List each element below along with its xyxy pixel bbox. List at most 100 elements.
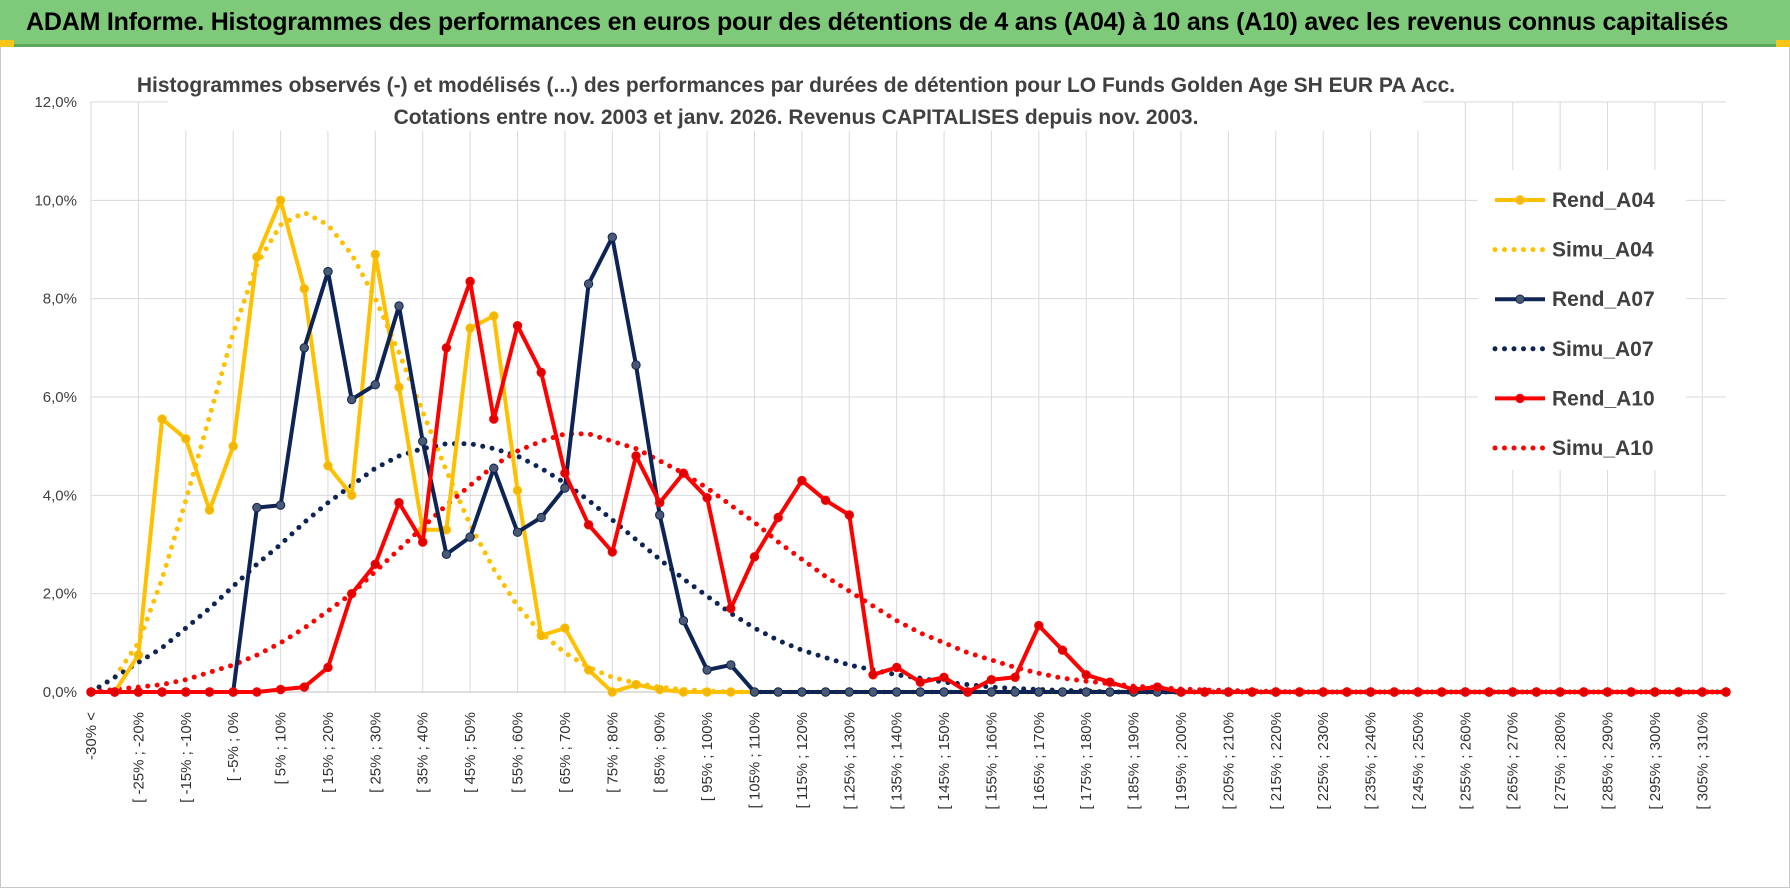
data-point-rend_a10	[678, 468, 689, 478]
data-point-rend_a10	[1389, 687, 1400, 697]
data-point-rend_a04	[252, 252, 262, 262]
data-point-rend_a07	[418, 436, 428, 446]
data-point-rend_a10	[986, 675, 997, 685]
data-point-rend_a04	[655, 684, 665, 695]
data-point-rend_a10	[1342, 687, 1352, 697]
data-point-rend_a10	[347, 589, 357, 599]
y-tick-label: 6,0%	[43, 389, 77, 406]
x-tick-label: [ 295% ; 300%	[1647, 712, 1664, 810]
data-point-rend_a10	[1152, 682, 1163, 692]
data-point-rend_a10	[1413, 687, 1423, 697]
data-point-rend_a07	[347, 394, 357, 405]
data-point-rend_a07	[820, 687, 831, 697]
data-point-rend_a07	[773, 687, 783, 697]
x-tick-label: [ 125% ; 130%	[841, 712, 858, 810]
data-point-rend_a07	[844, 687, 854, 697]
data-point-rend_a10	[394, 498, 404, 508]
data-point-rend_a04	[394, 382, 404, 392]
chart-series	[86, 195, 1731, 697]
x-tick-label: [ 75% ; 80%	[604, 712, 621, 793]
x-tick-label: [ 215% ; 220%	[1268, 712, 1285, 810]
data-point-rend_a07	[749, 687, 760, 697]
x-tick-label: [ -25% ; -20%	[130, 712, 147, 803]
y-tick-label: 0,0%	[43, 684, 77, 701]
data-point-rend_a10	[1721, 687, 1731, 697]
x-tick-label: [ 25% ; 30%	[367, 712, 384, 793]
legend-backdrop	[1478, 170, 1686, 470]
data-point-rend_a10	[820, 495, 831, 505]
chart-subtitle: Cotations entre nov. 2003 et janv. 2026.…	[394, 106, 1199, 129]
data-point-rend_a07	[1105, 687, 1115, 697]
data-point-rend_a07	[868, 687, 878, 697]
legend-label-simu_a10: Simu_A10	[1552, 437, 1654, 460]
data-point-rend_a10	[797, 475, 807, 486]
x-tick-label: [ 95% ; 100%	[699, 712, 716, 801]
data-point-rend_a10	[370, 559, 380, 569]
data-point-rend_a10	[1271, 687, 1281, 697]
data-point-rend_a04	[678, 687, 689, 697]
data-point-rend_a04	[275, 195, 286, 206]
data-point-rend_a07	[726, 660, 736, 670]
data-point-rend_a04	[465, 323, 475, 333]
y-axis-ticks: 0,0% 2,0% 4,0% 6,0% 8,0% 10,0% 12,0%	[34, 94, 77, 701]
banner-corner-right	[1776, 40, 1790, 47]
data-point-rend_a10	[1437, 687, 1447, 697]
data-point-rend_a10	[228, 687, 238, 697]
data-point-rend_a10	[1508, 687, 1518, 697]
x-tick-label: [ 35% ; 40%	[415, 712, 432, 793]
x-tick-label: [ 165% ; 170%	[1031, 712, 1048, 810]
data-point-rend_a10	[1579, 687, 1589, 697]
data-point-rend_a10	[1531, 687, 1542, 697]
data-point-rend_a10	[204, 687, 215, 697]
data-point-rend_a10	[1602, 687, 1613, 697]
data-point-rend_a10	[418, 537, 428, 547]
data-point-rend_a10	[157, 687, 167, 697]
data-point-rend_a07	[512, 527, 523, 537]
y-tick-label: 2,0%	[43, 586, 77, 603]
x-tick-label: [ 275% ; 280%	[1552, 712, 1569, 810]
data-point-rend_a04	[726, 687, 736, 697]
data-point-rend_a07	[892, 687, 902, 697]
data-point-rend_a07	[489, 463, 499, 473]
data-point-rend_a10	[749, 552, 760, 562]
data-point-rend_a07	[1010, 687, 1020, 697]
data-point-rend_a04	[323, 461, 333, 471]
data-point-rend_a10	[489, 414, 499, 424]
report-title: ADAM Informe. Histogrammes des performan…	[26, 8, 1729, 36]
data-point-rend_a07	[560, 483, 570, 493]
data-point-rend_a10	[1294, 687, 1305, 697]
data-point-rend_a10	[1034, 620, 1044, 631]
data-point-rend_a10	[583, 520, 594, 530]
data-point-rend_a04	[157, 414, 167, 424]
data-point-rend_a07	[370, 380, 380, 390]
x-tick-label: [ 205% ; 210%	[1220, 712, 1237, 810]
data-point-rend_a10	[939, 672, 949, 682]
x-tick-label: [ -5% ; 0%	[225, 712, 242, 781]
data-point-rend_a07	[536, 512, 546, 523]
data-point-rend_a10	[1460, 687, 1471, 697]
x-tick-label: [ 195% ; 200%	[1173, 712, 1190, 810]
legend-label-rend_a10: Rend_A10	[1552, 387, 1655, 410]
x-tick-label: [ 175% ; 180%	[1078, 712, 1095, 810]
x-tick-label: [ 5% ; 10%	[273, 712, 290, 785]
data-point-rend_a07	[1081, 687, 1091, 697]
data-point-rend_a10	[1057, 645, 1068, 655]
data-point-rend_a04	[631, 679, 641, 690]
data-point-rend_a10	[1200, 687, 1210, 697]
legend-marker-rend_a10	[1515, 393, 1525, 404]
data-point-rend_a07	[299, 343, 309, 353]
data-point-rend_a04	[347, 490, 357, 500]
x-tick-label: [ 185% ; 190%	[1126, 712, 1143, 810]
series-line-simu_a10	[88, 431, 1729, 695]
series-line-rend_a10	[91, 279, 1726, 694]
chart-title: Histogrammes observés (-) et modélisés (…	[137, 74, 1455, 97]
data-point-rend_a10	[1176, 687, 1186, 697]
data-point-rend_a10	[1697, 687, 1708, 697]
data-point-rend_a04	[133, 650, 144, 660]
data-point-rend_a07	[275, 500, 286, 510]
data-point-rend_a07	[986, 687, 997, 697]
data-point-rend_a04	[702, 687, 712, 697]
data-point-rend_a04	[560, 623, 570, 633]
x-tick-label: [ 235% ; 240%	[1363, 712, 1380, 810]
